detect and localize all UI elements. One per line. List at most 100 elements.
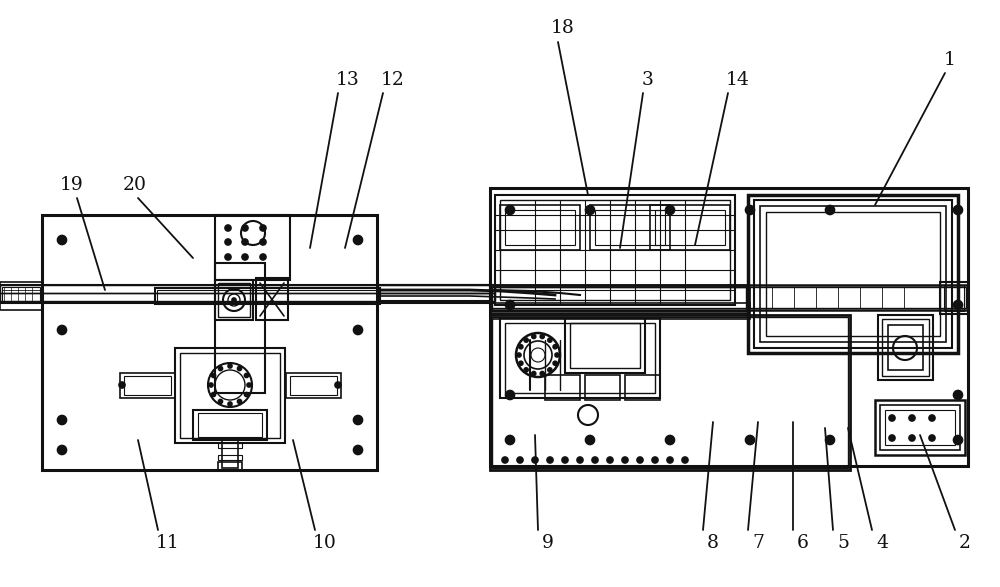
Bar	[215, 215, 290, 280]
Text: 10: 10	[313, 534, 337, 552]
Circle shape	[242, 254, 248, 260]
Circle shape	[225, 225, 231, 231]
Circle shape	[929, 415, 935, 421]
Circle shape	[954, 205, 962, 214]
Circle shape	[637, 457, 643, 463]
Bar	[490, 311, 750, 319]
Bar	[944, 285, 964, 311]
Circle shape	[954, 301, 962, 309]
Circle shape	[909, 415, 915, 421]
Circle shape	[524, 368, 528, 372]
Circle shape	[218, 400, 222, 403]
Bar	[180, 353, 280, 438]
Bar	[500, 200, 730, 300]
Bar	[490, 287, 966, 308]
Text: 14: 14	[726, 71, 750, 89]
Circle shape	[354, 235, 362, 245]
Bar	[885, 410, 955, 445]
Text: 3: 3	[642, 71, 654, 89]
Bar	[490, 285, 968, 310]
Circle shape	[517, 457, 523, 463]
Circle shape	[622, 457, 628, 463]
Circle shape	[555, 353, 559, 357]
Circle shape	[548, 338, 552, 342]
Circle shape	[506, 301, 514, 309]
Circle shape	[954, 436, 962, 444]
Circle shape	[524, 338, 528, 342]
Bar	[0, 282, 42, 310]
Circle shape	[553, 345, 557, 349]
Circle shape	[58, 235, 66, 245]
Circle shape	[577, 457, 583, 463]
Circle shape	[209, 383, 213, 387]
Circle shape	[666, 205, 674, 214]
Circle shape	[228, 402, 232, 406]
Circle shape	[666, 436, 674, 444]
Circle shape	[746, 436, 755, 444]
Circle shape	[335, 382, 341, 388]
Text: 1: 1	[944, 51, 956, 69]
Circle shape	[667, 457, 673, 463]
Circle shape	[218, 366, 222, 370]
Bar	[882, 319, 929, 376]
Circle shape	[212, 393, 216, 396]
Bar	[120, 373, 175, 398]
Text: 20: 20	[123, 176, 147, 194]
Bar	[570, 323, 640, 368]
Bar	[505, 210, 575, 245]
Circle shape	[586, 436, 594, 444]
Bar	[198, 413, 262, 437]
Circle shape	[225, 254, 231, 260]
Circle shape	[532, 372, 536, 376]
Bar	[0, 285, 495, 303]
Bar	[378, 285, 490, 301]
Bar	[492, 317, 848, 468]
Circle shape	[532, 457, 538, 463]
Circle shape	[260, 254, 266, 260]
Circle shape	[119, 382, 125, 388]
Bar	[754, 200, 952, 348]
Circle shape	[540, 335, 544, 339]
Bar	[290, 376, 337, 395]
Circle shape	[532, 335, 536, 339]
Circle shape	[519, 361, 523, 365]
Text: 19: 19	[60, 176, 84, 194]
Bar	[42, 215, 377, 470]
Circle shape	[212, 373, 216, 377]
Circle shape	[562, 457, 568, 463]
Circle shape	[553, 361, 557, 365]
Text: 18: 18	[551, 19, 575, 37]
Bar	[0, 293, 495, 301]
Bar	[218, 455, 242, 460]
Circle shape	[238, 400, 242, 403]
Text: 5: 5	[837, 534, 849, 552]
Circle shape	[244, 393, 248, 396]
Bar	[286, 373, 341, 398]
Circle shape	[909, 435, 915, 441]
Circle shape	[548, 368, 552, 372]
Text: 12: 12	[381, 71, 405, 89]
Circle shape	[517, 353, 521, 357]
Bar	[492, 287, 746, 311]
Bar	[222, 440, 238, 468]
Bar	[748, 195, 958, 353]
Bar	[940, 282, 968, 314]
Bar	[124, 376, 171, 395]
Bar	[545, 375, 580, 400]
Bar	[760, 206, 946, 342]
Circle shape	[260, 239, 266, 245]
Bar	[218, 443, 242, 448]
Bar	[157, 290, 378, 302]
Circle shape	[519, 345, 523, 349]
Bar	[500, 205, 580, 250]
Text: 8: 8	[707, 534, 719, 552]
Circle shape	[607, 457, 613, 463]
Circle shape	[502, 457, 508, 463]
Bar	[495, 195, 735, 305]
Bar	[2, 287, 40, 301]
Text: 6: 6	[797, 534, 809, 552]
Bar	[175, 348, 285, 443]
Text: 2: 2	[959, 534, 971, 552]
Circle shape	[682, 457, 688, 463]
Text: 7: 7	[752, 534, 764, 552]
